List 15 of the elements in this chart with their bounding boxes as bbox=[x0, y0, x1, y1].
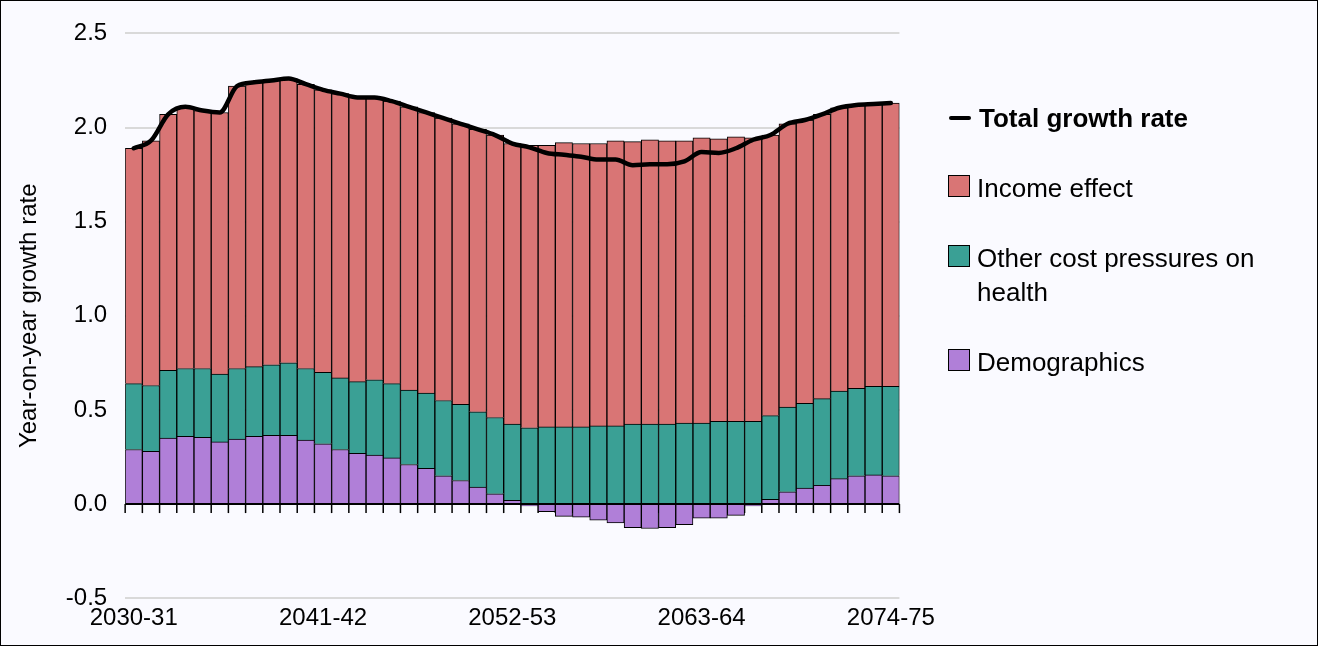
x-tick-label: 2074-75 bbox=[846, 603, 935, 631]
legend-label: Total growth rate bbox=[979, 102, 1188, 135]
y-tick-label: 1.0 bbox=[73, 300, 108, 328]
x-tick-label: 2052-53 bbox=[468, 603, 557, 631]
y-tick-label: 2.5 bbox=[73, 18, 108, 46]
legend-label: Income effect bbox=[977, 172, 1133, 205]
legend-label: Demographics bbox=[977, 346, 1145, 379]
y-tick-label: 2.0 bbox=[73, 112, 108, 140]
y-tick-label: 0.0 bbox=[73, 488, 108, 516]
y-tick-label: 0.5 bbox=[73, 394, 108, 422]
x-tick-label: 2041-42 bbox=[278, 603, 368, 631]
x-tick-label: 2063-64 bbox=[657, 603, 746, 631]
y-axis-title: Year-on-year growth rate bbox=[14, 183, 42, 449]
legend-label: Other cost pressures on health bbox=[977, 242, 1256, 309]
y-tick-label: 1.5 bbox=[73, 206, 108, 234]
